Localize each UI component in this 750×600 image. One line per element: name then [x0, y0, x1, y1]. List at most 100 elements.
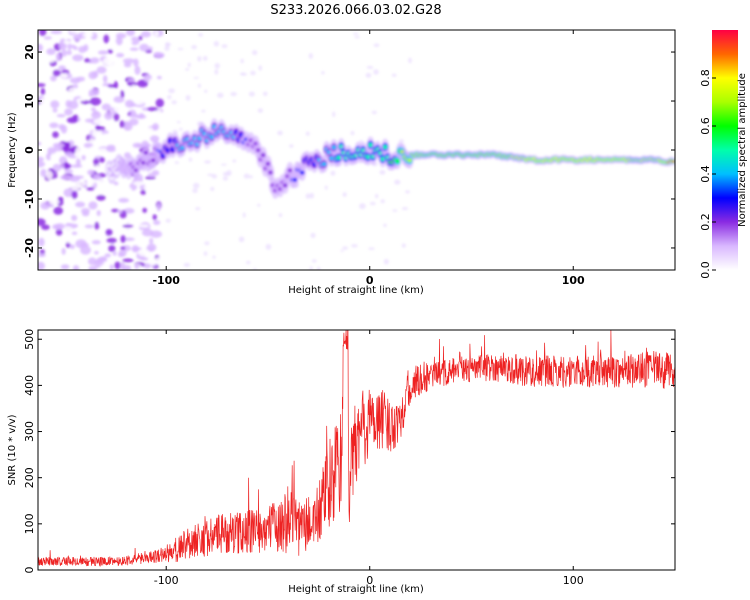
noise-blob	[117, 209, 123, 214]
noise-blob	[373, 69, 379, 75]
noise-blob	[91, 240, 101, 245]
noise-blob	[148, 257, 157, 266]
noise-blob	[140, 189, 146, 195]
ridge-core	[407, 158, 412, 163]
noise-blob	[216, 92, 224, 98]
noise-blob	[80, 208, 90, 214]
noise-blob	[408, 57, 412, 64]
noise-blob	[211, 174, 218, 179]
noise-blob	[148, 77, 160, 87]
noise-blob	[93, 158, 100, 165]
noise-blob	[107, 60, 116, 67]
y-tick-label: 400	[23, 375, 36, 396]
noise-blob	[54, 223, 65, 230]
noise-blob	[54, 144, 63, 152]
noise-blob	[342, 246, 349, 250]
noise-blob	[49, 122, 59, 129]
noise-blob	[214, 69, 219, 75]
noise-blob	[52, 108, 58, 113]
noise-blob	[379, 169, 386, 175]
noise-blob	[257, 108, 264, 113]
noise-blob	[380, 199, 385, 204]
y-tick-label: 200	[23, 467, 36, 488]
noise-blob	[56, 113, 66, 118]
noise-blob	[70, 164, 83, 168]
noise-blob	[354, 36, 360, 39]
noise-blob	[96, 194, 106, 201]
noise-blob	[210, 186, 215, 192]
noise-blob	[38, 237, 45, 247]
noise-blob	[38, 128, 45, 137]
ridge-core	[282, 183, 288, 188]
noise-blob	[246, 260, 251, 265]
noise-blob	[114, 261, 121, 270]
noise-blob	[87, 179, 98, 184]
y-tick-label: 10	[23, 93, 36, 109]
noise-blob	[123, 187, 132, 192]
noise-blob	[129, 47, 139, 51]
noise-blob	[39, 59, 49, 66]
noise-blob	[188, 157, 193, 162]
snr-x-axis-label: Height of straight line (km)	[288, 584, 424, 595]
noise-blob	[119, 120, 125, 128]
noise-blob	[76, 146, 82, 153]
colorbar-tick-label: 0.4	[699, 165, 712, 183]
noise-blob	[126, 30, 136, 37]
noise-blob	[75, 201, 86, 208]
noise-blob	[142, 207, 148, 213]
noise-blob	[398, 139, 404, 144]
noise-blob	[104, 253, 112, 258]
noise-blob	[317, 266, 321, 270]
ridge-core	[331, 145, 337, 150]
x-tick-label: 100	[562, 274, 585, 287]
noise-blob	[353, 32, 359, 35]
noise-blob	[167, 95, 172, 100]
noise-blob	[371, 110, 378, 115]
noise-blob	[96, 148, 109, 154]
noise-blob	[131, 245, 140, 253]
noise-blob	[104, 111, 114, 120]
noise-blob	[192, 182, 200, 189]
colorbar-tick-label: 0.6	[699, 117, 712, 135]
noise-blob	[71, 190, 78, 200]
noise-blob	[195, 206, 201, 211]
noise-blob	[369, 201, 376, 206]
y-tick-label: 300	[23, 421, 36, 442]
colorbar-tick-label: 0.2	[699, 213, 712, 231]
noise-blob	[58, 41, 67, 51]
noise-blob	[85, 182, 95, 186]
y-tick-label: 0	[23, 567, 36, 574]
noise-blob	[120, 90, 125, 98]
noise-blob	[130, 36, 140, 46]
noise-blob	[62, 185, 68, 189]
noise-blob	[64, 108, 73, 116]
noise-blob	[115, 36, 123, 46]
noise-blob	[75, 68, 86, 73]
noise-blob	[250, 70, 256, 76]
noise-blob	[150, 192, 157, 198]
noise-blob	[99, 157, 105, 163]
noise-blob	[63, 188, 75, 198]
noise-blob	[72, 265, 80, 270]
noise-blob	[152, 214, 157, 221]
ridge-core	[260, 153, 266, 158]
noise-blob	[198, 33, 204, 37]
noise-blob	[60, 125, 68, 134]
snr-series-line	[38, 330, 675, 568]
noise-blob	[135, 144, 145, 148]
noise-blob	[392, 209, 398, 212]
noise-blob	[129, 113, 139, 118]
noise-blob	[262, 91, 268, 96]
noise-blob	[112, 250, 117, 256]
noise-blob	[183, 262, 191, 267]
noise-blob	[239, 72, 246, 76]
y-tick-label: 20	[23, 44, 36, 60]
noise-blob	[98, 257, 108, 263]
noise-blob	[213, 41, 220, 47]
noise-blob	[154, 52, 165, 59]
ridge-core	[292, 177, 298, 182]
noise-blob	[71, 214, 78, 222]
noise-blob	[140, 63, 152, 72]
noise-blob	[67, 43, 72, 51]
